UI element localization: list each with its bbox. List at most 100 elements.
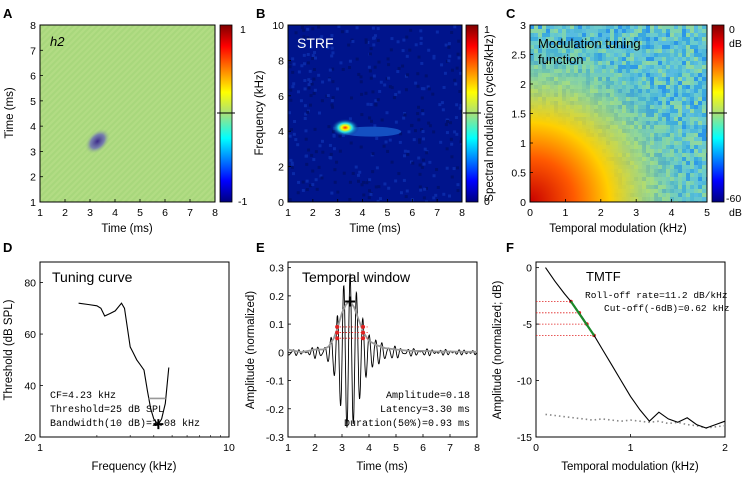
panel-b-speckle-cell	[299, 99, 303, 103]
panel-a-stripe	[175, 161, 215, 202]
panel-b-speckle-cell	[402, 116, 406, 120]
panel-b-speckle-cell	[326, 94, 330, 98]
panel-b-speckle-cell	[372, 36, 376, 40]
panel-b-ytick-label: 6	[278, 91, 284, 103]
panel-b-speckle-cell	[407, 130, 411, 134]
panel-b-speckle-cell	[305, 162, 309, 166]
panel-b-speckle-cell	[291, 70, 295, 74]
panel-b-speckle-cell	[450, 175, 454, 179]
panel-c-title-line2: function	[538, 52, 584, 67]
panel-b-speckle-cell	[320, 176, 324, 180]
panel-e-xtick-label: 3	[339, 442, 345, 454]
panel-b-speckle-cell	[419, 41, 423, 45]
panel-e-xlabel: Time (ms)	[356, 461, 407, 473]
panel-c-ytick-label: 0	[520, 197, 526, 209]
panel-a-stripe	[40, 25, 210, 196]
panel-b-speckle-cell	[331, 67, 335, 71]
panel-f-ytick-label: -15	[517, 432, 532, 444]
panel-b-speckle-cell	[435, 30, 439, 34]
panel-b-speckle-cell	[329, 152, 333, 156]
panel-b-speckle-cell	[417, 55, 421, 59]
panel-b-speckle-cell	[368, 116, 372, 120]
panel-a-stripe	[163, 149, 215, 202]
panel-b-speckle-cell	[398, 140, 402, 144]
panel-b-speckle-cell	[368, 52, 372, 56]
panel-b-speckle-cell	[310, 153, 314, 157]
panel-b-xtick-label: 3	[335, 207, 341, 219]
panel-a-stripe	[121, 107, 215, 202]
panel-f-ytick-label: -5	[523, 319, 532, 331]
panel-b-speckle-cell	[432, 54, 436, 58]
panel-b-speckle-cell	[408, 48, 412, 52]
panel-d-yticks: 20 40 60 80	[24, 278, 43, 444]
panel-b-speckle-cell	[327, 125, 331, 129]
panel-f-cutoff-lines	[536, 299, 596, 338]
panel-c-xtick-label: 5	[704, 207, 710, 219]
panel-b-yticks: 0 2 4 6 8 10	[272, 20, 291, 209]
panel-a-stripe	[40, 25, 102, 88]
panel-b-speckle-cell	[424, 186, 428, 190]
panel-b-speckle-cell	[288, 198, 292, 202]
panel-b-speckle-cell	[292, 172, 296, 176]
panel-b-speckle-cell	[432, 56, 436, 60]
panel-a-ytick-label: 6	[30, 71, 36, 83]
panel-b-speckle-cell	[328, 68, 332, 72]
panel-b-speckle-cell	[314, 178, 318, 182]
panel-e-ytick-label: -0.3	[266, 432, 284, 444]
panel-a-xtick-label: 3	[87, 207, 93, 219]
panel-b-speckle-cell	[370, 119, 374, 123]
panel-b-speckle-cell	[421, 137, 425, 141]
panel-b-speckle-cell	[308, 184, 312, 188]
panel-f: F TMTF Roll-off rate=11.2 dB/kHz Cut-off…	[492, 240, 729, 473]
panel-b-speckle-cell	[447, 59, 451, 63]
panel-a-stripe	[181, 167, 215, 202]
panel-b-speckle-cell	[445, 131, 449, 135]
panel-b-speckle-cell	[294, 138, 298, 142]
panel-b-speckle-cell	[401, 49, 405, 53]
panel-b-speckle-cell	[423, 187, 427, 191]
panel-b-speckle-cell	[418, 163, 422, 167]
panel-b-speckle-cell	[397, 90, 401, 94]
panel-b-speckle-cell	[294, 31, 298, 35]
panel-b-speckle-cell	[394, 93, 398, 97]
panel-e-red-dot	[335, 336, 340, 341]
panel-b-speckle-cell	[406, 73, 410, 77]
panel-b-speckle-cell	[438, 103, 442, 107]
panel-d-best-marker	[153, 419, 164, 430]
panel-b-speckle-cell	[397, 172, 401, 176]
panel-e-ytick-label: 0.2	[269, 291, 284, 303]
panel-b-speckle-cell	[317, 165, 321, 169]
panel-b-xtick-label: 4	[360, 207, 366, 219]
panel-b-speckle-cell	[365, 181, 369, 185]
panel-b-speckle-cell	[306, 52, 310, 56]
panel-b-speckle-cell	[321, 150, 325, 154]
panel-b-speckle-cell	[442, 85, 446, 89]
panel-b-speckle-cell	[454, 82, 458, 86]
panel-e-ylabel: Amplitude (normalized)	[245, 291, 257, 409]
panel-b-speckle-cell	[418, 138, 422, 142]
panel-f-ytick-label: 0	[526, 263, 532, 275]
panel-b-speckle-cell	[428, 124, 432, 128]
panel-b-speckle-cell	[422, 196, 426, 200]
panel-b-speckle-cell	[405, 35, 409, 39]
panel-b-speckle-cell	[421, 158, 425, 162]
panel-b-speckle-cell	[427, 121, 431, 125]
panel-a-stripe	[40, 25, 72, 58]
panel-b-speckle-cell	[348, 197, 352, 201]
panel-b-speckle-cell	[369, 47, 373, 51]
panel-b-speckle-cell	[431, 92, 435, 96]
panel-b-speckle-cell	[420, 96, 424, 100]
panel-b-speckle-cell	[371, 170, 375, 174]
panel-b-speckle-cell	[418, 140, 422, 144]
panel-e-xtick-label: 6	[420, 442, 426, 454]
panel-letter-d: D	[3, 240, 12, 255]
panel-a-ytick-label: 8	[30, 20, 36, 32]
panel-a-stripe	[40, 25, 96, 82]
panel-a-stripe	[40, 25, 90, 76]
panel-c-hot-corner	[530, 25, 707, 202]
panel-b-speckle-cell	[308, 69, 312, 73]
panel-b-speckle-cell	[372, 74, 376, 78]
panel-b-speckle-cell	[302, 37, 306, 41]
panel-b-speckle-cell	[373, 124, 377, 128]
